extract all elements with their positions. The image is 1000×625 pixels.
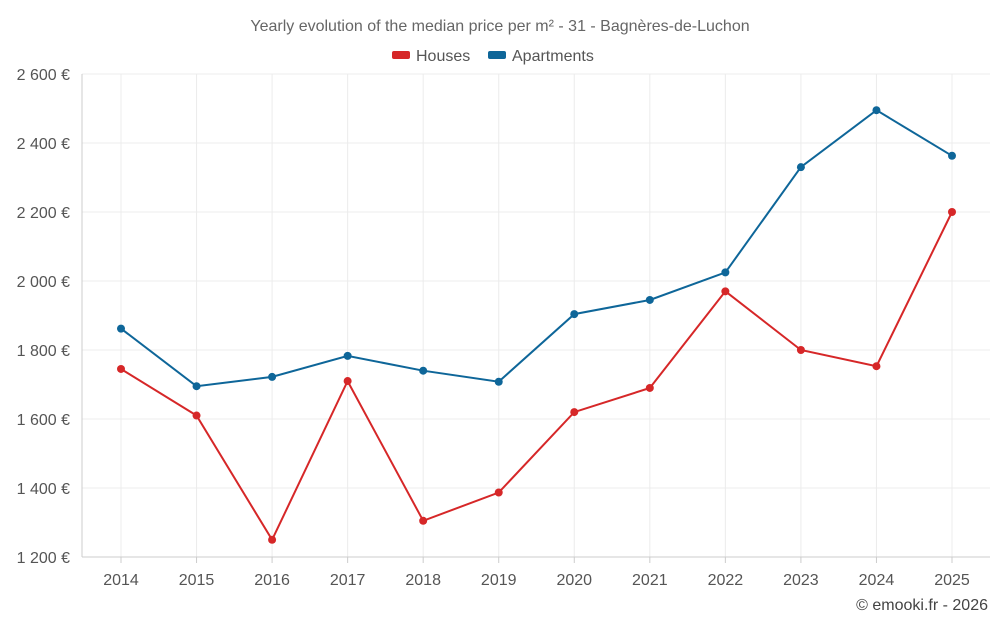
legend-swatch-apartments[interactable] — [488, 51, 506, 59]
credit-text: © emooki.fr - 2026 — [856, 597, 988, 614]
data-point-apartments[interactable] — [494, 377, 503, 386]
series-houses — [117, 208, 956, 544]
y-tick-label: 1 800 € — [17, 343, 70, 360]
data-point-apartments[interactable] — [117, 324, 125, 333]
series-line-houses — [120, 211, 953, 542]
data-point-houses[interactable] — [268, 535, 277, 544]
data-point-houses[interactable] — [645, 383, 654, 392]
x-tick-label: 2019 — [481, 572, 517, 589]
grid — [82, 73, 990, 558]
axes: 1 200 € 1 400 € 1 600 € 1 800 € 2 000 € 2 200… — [17, 67, 990, 589]
x-tick-label: 2016 — [254, 572, 290, 589]
y-tick-label: 1 600 € — [17, 412, 70, 429]
x-tick-label: 2025 — [934, 572, 970, 589]
chart-title: Yearly evolution of the median price per… — [250, 18, 749, 35]
data-point-apartments[interactable] — [721, 268, 730, 277]
legend-swatch-houses[interactable] — [392, 51, 410, 59]
data-point-apartments[interactable] — [419, 366, 428, 375]
data-point-apartments[interactable] — [796, 163, 805, 172]
data-point-apartments[interactable] — [192, 382, 201, 391]
data-point-houses[interactable] — [192, 411, 201, 420]
x-tick-label: 2014 — [103, 572, 139, 589]
data-point-houses[interactable] — [570, 408, 579, 417]
data-point-apartments[interactable] — [645, 295, 654, 304]
legend: Houses Apartments — [392, 48, 594, 65]
legend-label-houses[interactable]: Houses — [416, 48, 470, 65]
data-point-houses[interactable] — [721, 287, 730, 296]
legend-label-apartments[interactable]: Apartments — [512, 48, 594, 65]
x-tick-label: 2023 — [783, 572, 819, 589]
data-point-houses[interactable] — [494, 488, 503, 497]
y-tick-label: 1 400 € — [17, 481, 70, 498]
data-point-houses[interactable] — [117, 364, 125, 373]
data-point-houses[interactable] — [419, 516, 428, 525]
y-tick-label: 2 400 € — [17, 136, 70, 153]
y-tick-label: 1 200 € — [17, 550, 70, 567]
data-point-houses[interactable] — [796, 346, 805, 354]
data-point-apartments[interactable] — [570, 310, 579, 319]
x-tick-label: 2020 — [556, 572, 592, 589]
x-tick-label: 2022 — [708, 572, 744, 589]
x-tick-label: 2018 — [405, 572, 441, 589]
y-tick-label: 2 200 € — [17, 205, 70, 222]
data-point-apartments[interactable] — [343, 351, 352, 360]
series-apartments — [117, 106, 956, 391]
data-point-houses[interactable] — [872, 362, 881, 371]
data-point-apartments[interactable] — [268, 372, 277, 381]
data-point-apartments[interactable] — [948, 151, 956, 160]
y-tick-label: 2 000 € — [17, 274, 70, 291]
series-line-apartments — [120, 108, 953, 388]
series-layer — [117, 106, 956, 544]
x-tick-label: 2017 — [330, 572, 366, 589]
y-tick-label: 2 600 € — [17, 67, 70, 84]
x-tick-label: 2024 — [859, 572, 895, 589]
data-point-houses[interactable] — [948, 208, 956, 216]
x-tick-label: 2021 — [632, 572, 668, 589]
data-point-apartments[interactable] — [872, 106, 881, 115]
data-point-houses[interactable] — [343, 377, 352, 386]
x-tick-label: 2015 — [179, 572, 215, 589]
